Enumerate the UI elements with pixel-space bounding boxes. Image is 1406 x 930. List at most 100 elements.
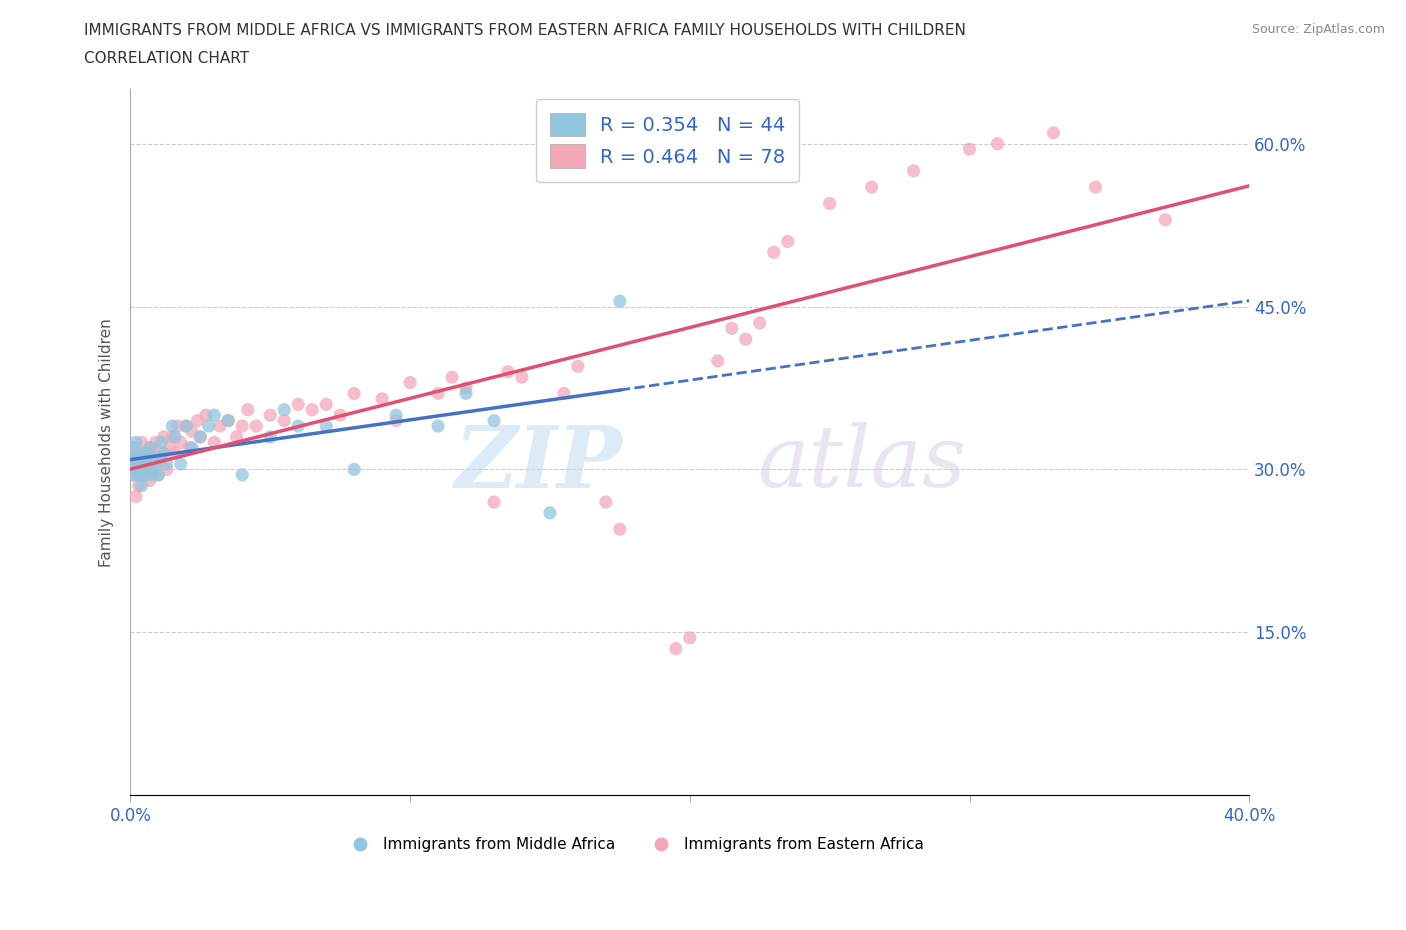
Point [1042,126,1064,140]
Point [707,353,730,368]
Point [385,413,408,428]
Legend: Immigrants from Middle Africa, Immigrants from Eastern Africa: Immigrants from Middle Africa, Immigrant… [339,830,929,858]
Point [148,468,170,483]
Point [125,462,148,477]
Point [959,141,981,156]
Point [165,445,187,460]
Point [186,413,208,428]
Text: ZIP: ZIP [454,421,623,505]
Point [818,196,841,211]
Point [134,457,156,472]
Point [125,457,148,472]
Point [134,451,156,466]
Point [122,440,145,455]
Point [1154,212,1177,227]
Point [134,445,156,460]
Point [125,440,148,455]
Point [136,468,159,483]
Point [177,440,200,455]
Point [441,370,464,385]
Point [162,418,184,433]
Point [748,315,770,330]
Point [454,386,477,401]
Point [287,418,309,433]
Point [202,435,225,450]
Point [148,451,170,466]
Point [153,430,176,445]
Point [122,468,145,483]
Point [720,321,742,336]
Point [496,365,519,379]
Point [128,451,150,466]
Point [609,294,631,309]
Point [225,430,247,445]
Point [145,457,167,472]
Point [174,418,197,433]
Point [762,245,785,259]
Point [145,435,167,450]
Text: CORRELATION CHART: CORRELATION CHART [84,51,249,66]
Point [131,468,153,483]
Point [128,445,150,460]
Point [174,418,197,433]
Point [567,359,589,374]
Point [142,462,165,477]
Point [128,468,150,483]
Point [125,489,148,504]
Point [139,462,162,477]
Point [273,403,295,418]
Point [131,457,153,472]
Point [125,451,148,466]
Point [1084,179,1107,194]
Point [273,413,295,428]
Point [131,435,153,450]
Point [734,332,756,347]
Point [343,462,366,477]
Point [427,386,450,401]
Point [371,392,394,406]
Point [329,407,352,422]
Point [165,430,187,445]
Point [148,468,170,483]
Point [170,457,193,472]
Point [454,380,477,395]
Point [162,430,184,445]
Point [208,418,231,433]
Point [159,440,181,455]
Point [122,468,145,483]
Point [150,451,173,466]
Y-axis label: Family Households with Children: Family Households with Children [100,318,114,566]
Point [776,234,799,249]
Point [156,457,179,472]
Point [301,403,323,418]
Point [122,451,145,466]
Point [595,495,617,510]
Point [139,440,162,455]
Point [510,370,533,385]
Point [194,407,217,422]
Point [482,413,505,428]
Point [217,413,239,428]
Point [150,435,173,450]
Point [148,445,170,460]
Point [142,468,165,483]
Point [609,522,631,537]
Point [903,164,925,179]
Point [679,631,702,645]
Point [125,435,148,450]
Point [231,418,253,433]
Point [538,506,561,521]
Point [287,397,309,412]
Point [236,403,259,418]
Point [385,407,408,422]
Point [231,468,253,483]
Point [665,641,688,656]
Point [860,179,883,194]
Point [217,413,239,428]
Point [180,424,202,439]
Point [259,430,281,445]
Point [122,451,145,466]
Point [170,435,193,450]
Point [427,418,450,433]
Text: atlas: atlas [756,422,966,505]
